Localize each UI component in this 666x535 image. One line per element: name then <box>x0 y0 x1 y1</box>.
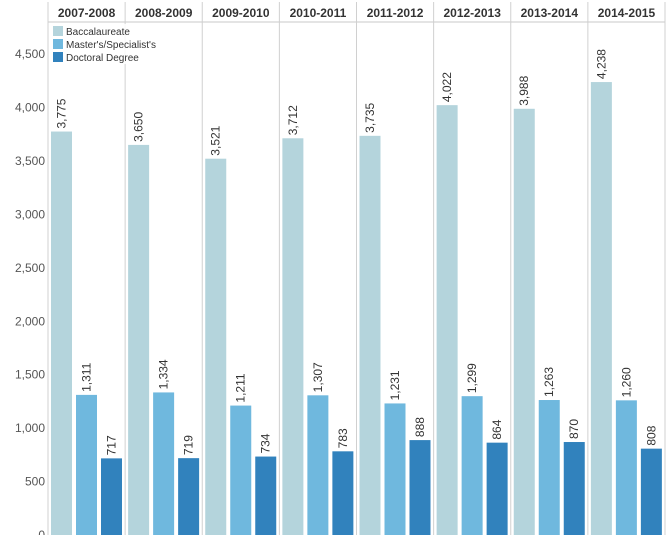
bar[interactable] <box>153 392 175 535</box>
legend-swatch[interactable] <box>53 26 63 36</box>
legend-swatch[interactable] <box>53 39 63 49</box>
data-label: 1,260 <box>619 367 633 397</box>
y-tick-label: 3,500 <box>15 154 45 168</box>
data-label: 808 <box>644 425 658 445</box>
data-label: 4,022 <box>440 72 454 102</box>
y-tick-label: 1,500 <box>15 368 45 382</box>
data-label: 783 <box>336 428 350 448</box>
legend-label[interactable]: Doctoral Degree <box>66 53 139 64</box>
y-tick-label: 2,500 <box>15 261 45 275</box>
bar[interactable] <box>640 448 662 535</box>
bar[interactable] <box>307 395 329 535</box>
bar[interactable] <box>384 403 406 535</box>
legend-label[interactable]: Master's/Specialist's <box>66 40 156 51</box>
category-header: 2008-2009 <box>135 6 193 20</box>
data-label: 734 <box>259 433 273 453</box>
y-axis: 0 500 1,000 1,500 2,000 2,500 3,000 3,500 4,000 4… <box>15 47 45 535</box>
data-label: 3,650 <box>132 112 146 142</box>
category-header: 2009-2010 <box>212 6 270 20</box>
bar[interactable] <box>538 400 560 535</box>
bar[interactable] <box>359 135 381 535</box>
data-label: 1,307 <box>311 362 325 392</box>
bar[interactable] <box>563 442 585 535</box>
data-label: 3,775 <box>55 98 69 128</box>
bar[interactable] <box>255 456 277 535</box>
category-header: 2010-2011 <box>290 6 347 20</box>
data-label: 888 <box>413 417 427 437</box>
bar[interactable] <box>590 82 612 535</box>
bar[interactable] <box>230 405 252 535</box>
data-label: 1,211 <box>234 373 248 402</box>
data-label: 1,311 <box>80 362 94 391</box>
data-label: 4,238 <box>594 49 608 79</box>
bar[interactable] <box>76 394 97 535</box>
y-tick-label: 2,000 <box>15 314 45 328</box>
bar[interactable] <box>436 105 458 535</box>
legend-box <box>51 24 155 64</box>
category-header: 2007-2008 <box>58 6 116 20</box>
legend-label[interactable]: Baccalaureate <box>66 27 130 38</box>
data-label: 1,263 <box>542 367 556 397</box>
data-label: 1,334 <box>157 359 171 389</box>
data-label: 3,735 <box>363 102 377 132</box>
bar[interactable] <box>332 451 354 535</box>
category-panels: 2007-2008 2008-2009 2009-2010 2010-2011 2011… <box>47 2 666 535</box>
data-label: 1,231 <box>388 370 402 400</box>
y-tick-label: 4,000 <box>15 101 45 115</box>
y-tick-label: 3,000 <box>15 207 45 221</box>
bar[interactable] <box>205 158 227 535</box>
bar[interactable] <box>128 144 150 535</box>
category-header: 2011-2012 <box>367 6 424 20</box>
data-labels: 3,775 3,650 3,521 3,712 3,735 4,022 3,988 4,238… <box>55 49 659 456</box>
y-tick-label: 4,500 <box>15 47 45 61</box>
data-label: 719 <box>182 435 196 455</box>
data-label: 3,712 <box>286 105 300 135</box>
legend-swatch[interactable] <box>53 52 63 62</box>
bar[interactable] <box>513 108 535 535</box>
data-label: 717 <box>105 435 119 455</box>
data-label: 1,299 <box>465 363 479 393</box>
bar[interactable] <box>51 131 72 535</box>
data-label: 3,988 <box>517 75 531 105</box>
y-tick-label: 500 <box>25 475 45 489</box>
bar[interactable] <box>486 442 508 535</box>
y-tick-label: 0 <box>38 528 45 535</box>
bars <box>51 82 662 535</box>
legend[interactable]: Baccalaureate Master's/Specialist's Doctor… <box>51 24 156 64</box>
data-label: 864 <box>490 419 504 439</box>
data-label: 870 <box>567 419 581 439</box>
bar[interactable] <box>101 458 122 535</box>
bar[interactable] <box>409 440 431 535</box>
bar[interactable] <box>461 396 483 535</box>
data-label: 3,521 <box>209 125 223 155</box>
bar[interactable] <box>282 138 304 535</box>
y-tick-label: 1,000 <box>15 421 45 435</box>
category-header: 2013-2014 <box>521 6 579 20</box>
category-header: 2014-2015 <box>598 6 656 20</box>
category-header: 2012-2013 <box>443 6 501 20</box>
bar[interactable] <box>178 458 200 535</box>
bar[interactable] <box>615 400 637 535</box>
